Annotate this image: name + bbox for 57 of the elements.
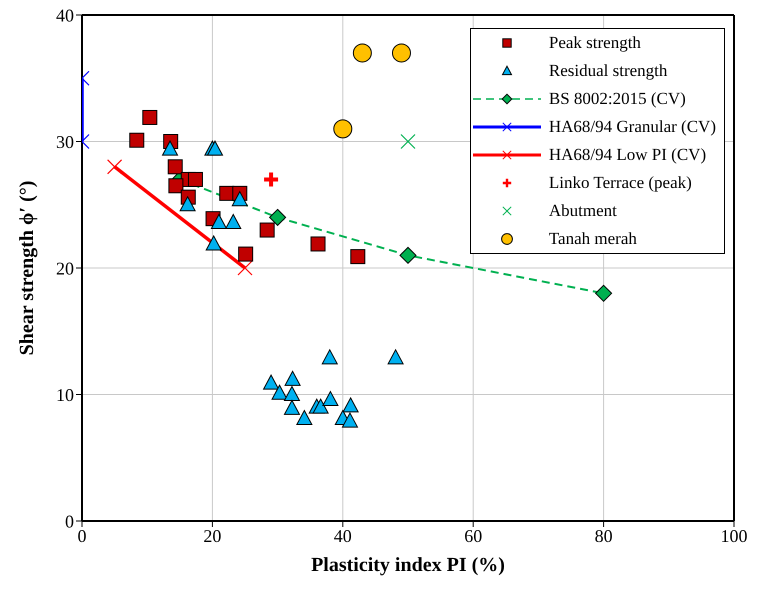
point (352, 43, 372, 62)
legend-label: Abutment (548, 201, 617, 221)
point (322, 349, 338, 364)
y-tick-label: 30 (56, 132, 74, 152)
x-tick-label: 60 (464, 526, 482, 546)
legend-label: Linko Terrace (peak) (548, 173, 692, 193)
point (180, 196, 196, 212)
point (400, 246, 416, 264)
point (206, 235, 222, 250)
x-tick-label: 80 (594, 526, 613, 546)
legend-label: Tanah merah (548, 229, 637, 249)
point (350, 249, 366, 264)
point (168, 178, 184, 194)
point (162, 140, 178, 156)
point (595, 284, 612, 302)
legend-label: Peak strength (548, 33, 641, 53)
point (260, 222, 275, 238)
legend-label: HA68/94 Granular (CV) (548, 117, 716, 137)
point (284, 386, 300, 401)
point (210, 214, 227, 229)
legend-label: Residual strength (548, 61, 668, 81)
point (284, 400, 300, 415)
point (312, 398, 329, 414)
point (188, 172, 203, 187)
y-axis-title: Shear strength ϕ′ (°) (16, 180, 38, 356)
point (284, 370, 301, 386)
point (333, 119, 352, 138)
y-tick-label: 10 (56, 384, 74, 405)
x-tick-label: 100 (720, 526, 748, 546)
y-tick-label: 20 (56, 258, 74, 278)
point (342, 412, 358, 428)
x-tick-label: 40 (334, 526, 352, 546)
legend-label: BS 8002:2015 (CV) (548, 89, 686, 109)
x-tick-label: 20 (203, 526, 222, 546)
point (142, 110, 158, 125)
y-tick-label: 40 (56, 5, 74, 26)
point (225, 214, 242, 229)
point (269, 208, 286, 226)
point (168, 159, 183, 174)
point (129, 132, 144, 148)
point (322, 391, 338, 406)
point (207, 140, 224, 156)
point (238, 246, 254, 262)
point (342, 397, 359, 412)
point (272, 384, 288, 400)
legend-label: HA68/94 Low PI (CV) (548, 145, 706, 165)
point (296, 410, 312, 426)
point (392, 43, 411, 62)
point (310, 236, 326, 252)
point (400, 134, 416, 150)
point (388, 349, 404, 364)
point (263, 374, 280, 390)
point (219, 186, 234, 201)
y-tick-label: 0 (65, 511, 74, 532)
x-tick-label: 0 (78, 526, 86, 546)
x-axis-title: Plasticity index PI (%) (311, 554, 505, 576)
point (232, 191, 248, 206)
